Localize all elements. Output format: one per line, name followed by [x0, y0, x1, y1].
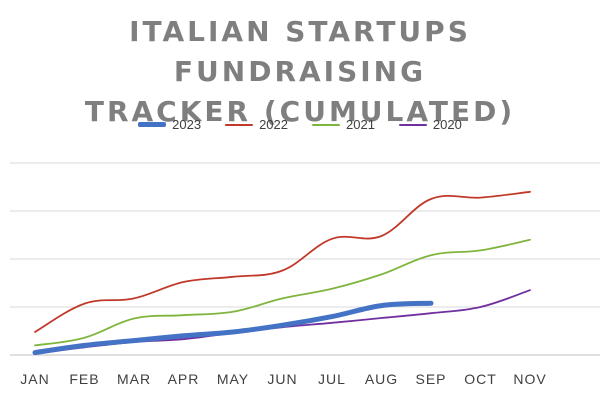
legend-item-2020: 2020	[398, 117, 462, 132]
chart-title: ITALIAN STARTUPS FUNDRAISING TRACKER (CU…	[0, 12, 600, 132]
x-tick-label-sep: SEP	[415, 371, 446, 387]
x-tick-label-jan: JAN	[20, 371, 49, 387]
x-tick-label-jun: JUN	[267, 371, 297, 387]
x-tick-label-feb: FEB	[69, 371, 99, 387]
legend-swatch-2022	[225, 123, 254, 126]
x-tick-label-mar: MAR	[117, 371, 151, 387]
legend-item-2021: 2021	[312, 117, 375, 132]
series-line-2023	[32, 300, 434, 356]
legend-item-2023: 2023	[138, 117, 201, 132]
legend-label-2021: 2021	[346, 117, 375, 132]
gridlines	[10, 162, 600, 356]
x-tick-label-apr: APR	[168, 371, 200, 387]
legend-swatch-2021	[312, 123, 340, 126]
legend-label-2023: 2023	[172, 117, 202, 132]
chart-title-line-1: ITALIAN STARTUPS FUNDRAISING	[129, 15, 471, 88]
legend-swatch-2020	[398, 123, 427, 126]
x-tick-label-jul: JUL	[318, 371, 346, 387]
x-axis-ticks: JAN FEB MAR APR MAY JUN JUL AUG SEP OCT NOV	[20, 371, 546, 387]
x-tick-label-oct: OCT	[464, 371, 497, 387]
x-tick-label-aug: AUG	[365, 371, 398, 387]
x-tick-label-may: MAY	[217, 371, 249, 387]
legend-swatch-2023	[138, 122, 167, 127]
legend-label-2022: 2022	[259, 117, 288, 132]
x-tick-label-nov: NOV	[513, 371, 546, 387]
legend-item-2022: 2022	[225, 117, 288, 132]
series-line-2022	[34, 190, 531, 333]
series-line-2021	[34, 238, 531, 347]
legend: 2023 2022 2021 2020	[0, 117, 600, 132]
series-lines	[32, 190, 531, 356]
legend-label-2020: 2020	[432, 117, 462, 132]
